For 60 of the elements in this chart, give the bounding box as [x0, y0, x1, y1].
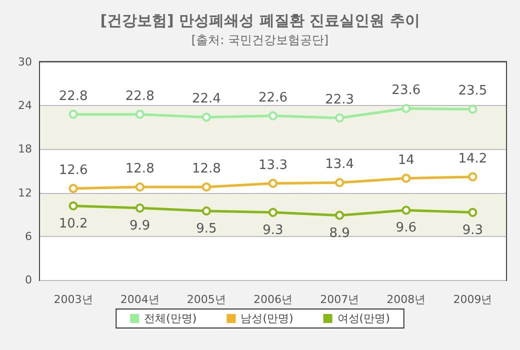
x-tick-label: 2009년 [453, 293, 492, 306]
point [335, 178, 344, 188]
legend-label: 전체(만명) [144, 312, 197, 325]
point [268, 111, 278, 120]
point [202, 206, 211, 216]
data-label: 12.8 [125, 161, 154, 176]
y-tick-label: 24 [18, 99, 32, 112]
legend-label: 여성(만명) [337, 312, 390, 325]
chart-title: [건강보험] 만성폐쇄성 폐질환 진료실인원 추이 [100, 12, 420, 30]
data-label: 14.2 [458, 151, 488, 166]
data-label: 8.9 [329, 226, 350, 241]
data-label: 22.8 [58, 88, 88, 104]
data-label: 22.4 [192, 92, 221, 107]
x-tick-label: 2006년 [254, 293, 292, 306]
x-tick-label: 2003년 [54, 293, 93, 306]
chart-subtitle: [출처: 국민건강보험공단] [191, 33, 329, 47]
y-tick-label: 6 [25, 230, 32, 243]
x-tick-label: 2008년 [386, 293, 426, 306]
data-label: 10.2 [58, 216, 88, 232]
point [135, 204, 144, 213]
point [468, 172, 478, 182]
y-tick-label: 0 [25, 274, 32, 286]
point [402, 174, 411, 183]
data-label: 9.5 [196, 221, 217, 236]
data-label: 9.9 [130, 218, 150, 234]
point [202, 112, 211, 122]
point [268, 178, 278, 188]
point [68, 184, 78, 193]
x-tick-label: 2007년 [320, 293, 360, 306]
data-label: 13.3 [258, 158, 288, 173]
data-label: 23.5 [458, 84, 488, 99]
data-label: 9.6 [396, 220, 416, 236]
point [135, 182, 144, 192]
y-tick-label: 18 [18, 142, 32, 156]
point [402, 104, 411, 114]
point [468, 208, 478, 217]
y-tick-label: 30 [18, 56, 32, 68]
data-label: 12.8 [192, 161, 221, 176]
data-label: 22.8 [125, 88, 154, 104]
data-label: 14 [398, 152, 414, 168]
point [468, 104, 478, 114]
y-tick-label: 12 [18, 186, 32, 200]
x-tick-label: 2005년 [186, 293, 226, 306]
point [135, 110, 144, 119]
data-label: 9.3 [262, 222, 284, 238]
data-label: 13.4 [325, 157, 354, 172]
data-label: 22.3 [325, 92, 354, 108]
point [335, 113, 344, 122]
legend-label: 남성(만명) [240, 312, 294, 325]
point [68, 201, 78, 210]
point [202, 182, 211, 192]
point [335, 210, 344, 220]
data-label: 12.6 [58, 162, 88, 178]
point [68, 110, 78, 119]
data-label: 23.6 [392, 83, 421, 98]
data-label: 22.6 [258, 90, 288, 106]
point [402, 206, 411, 215]
point [268, 208, 278, 217]
data-label: 9.3 [462, 222, 484, 238]
x-tick-label: 2004년 [120, 293, 160, 306]
